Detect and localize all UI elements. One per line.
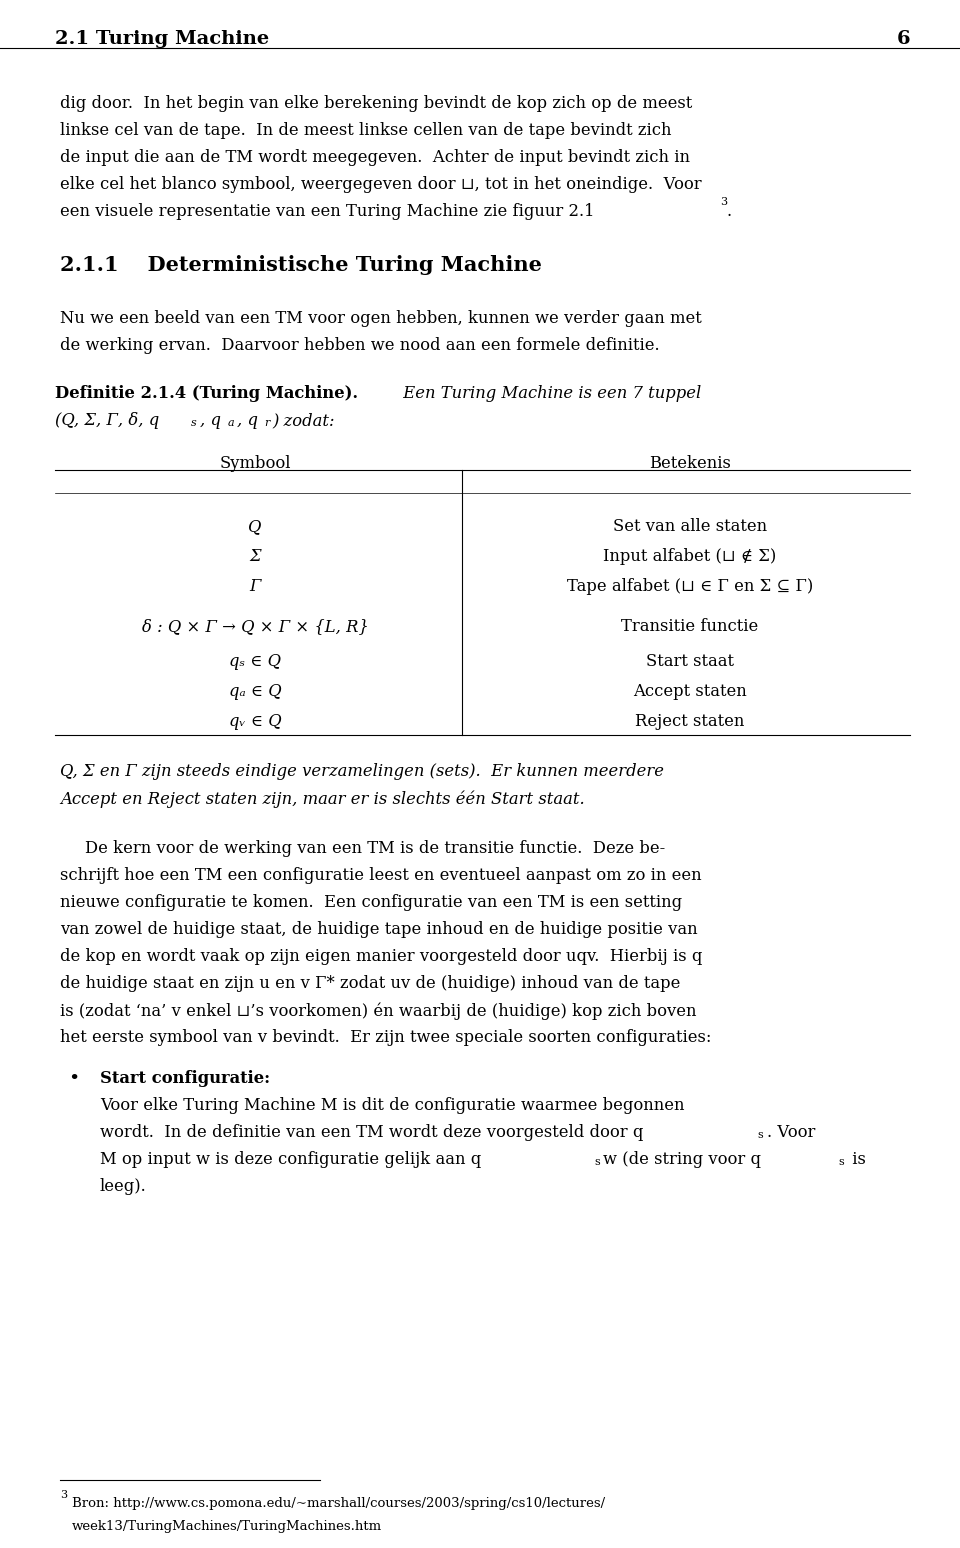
Text: 6: 6: [897, 29, 910, 48]
Text: is: is: [847, 1152, 866, 1169]
Text: s: s: [757, 1130, 763, 1139]
Text: leeg).: leeg).: [100, 1178, 147, 1195]
Text: qᵥ ∈ Q: qᵥ ∈ Q: [228, 714, 281, 731]
Text: w (de string voor q: w (de string voor q: [603, 1152, 761, 1169]
Text: .: .: [727, 203, 732, 220]
Text: 2.1 Turing Machine: 2.1 Turing Machine: [55, 29, 269, 48]
Text: qₛ ∈ Q: qₛ ∈ Q: [229, 653, 281, 670]
Text: de huidige staat en zijn u en v Γ* zodat uv de (huidige) inhoud van de tape: de huidige staat en zijn u en v Γ* zodat…: [60, 975, 681, 992]
Text: , q: , q: [200, 412, 221, 429]
Text: dig door.  In het begin van elke berekening bevindt de kop zich op de meest: dig door. In het begin van elke berekeni…: [60, 94, 692, 111]
Text: Accept staten: Accept staten: [634, 683, 747, 700]
Text: de werking ervan.  Daarvoor hebben we nood aan een formele definitie.: de werking ervan. Daarvoor hebben we noo…: [60, 337, 660, 354]
Text: Tape alfabet (⊔ ∈ Γ en Σ ⊆ Γ): Tape alfabet (⊔ ∈ Γ en Σ ⊆ Γ): [566, 577, 813, 594]
Text: De kern voor de werking van een TM is de transitie functie.  Deze be-: De kern voor de werking van een TM is de…: [85, 841, 665, 858]
Text: s: s: [191, 418, 197, 427]
Text: Σ: Σ: [250, 548, 261, 565]
Text: Start configuratie:: Start configuratie:: [100, 1070, 270, 1087]
Text: Input alfabet (⊔ ∉ Σ): Input alfabet (⊔ ∉ Σ): [604, 548, 777, 565]
Text: de input die aan de TM wordt meegegeven.  Achter de input bevindt zich in: de input die aan de TM wordt meegegeven.…: [60, 149, 690, 166]
Text: Bron: http://www.cs.pomona.edu/~marshall/courses/2003/spring/cs10/lectures/: Bron: http://www.cs.pomona.edu/~marshall…: [72, 1497, 605, 1509]
Text: Transitie functie: Transitie functie: [621, 618, 758, 635]
Text: de kop en wordt vaak op zijn eigen manier voorgesteld door uqv.  Hierbij is q: de kop en wordt vaak op zijn eigen manie…: [60, 947, 703, 964]
Text: Γ: Γ: [250, 577, 261, 594]
Text: M op input w is deze configuratie gelijk aan q: M op input w is deze configuratie gelijk…: [100, 1152, 481, 1169]
Text: s: s: [594, 1156, 600, 1167]
Text: , q: , q: [237, 412, 258, 429]
Text: een visuele representatie van een Turing Machine zie figuur 2.1: een visuele representatie van een Turing…: [60, 203, 594, 220]
Text: a: a: [228, 418, 234, 427]
Text: wordt.  In de definitie van een TM wordt deze voorgesteld door q: wordt. In de definitie van een TM wordt …: [100, 1124, 643, 1141]
Text: (Q, Σ, Γ, δ, q: (Q, Σ, Γ, δ, q: [55, 412, 159, 429]
Text: week13/TuringMachines/TuringMachines.htm: week13/TuringMachines/TuringMachines.htm: [72, 1520, 382, 1533]
Text: is (zodat ‘na’ v enkel ⊔’s voorkomen) én waarbij de (huidige) kop zich boven: is (zodat ‘na’ v enkel ⊔’s voorkomen) én…: [60, 1002, 697, 1020]
Text: schrijft hoe een TM een configuratie leest en eventueel aanpast om zo in een: schrijft hoe een TM een configuratie lee…: [60, 867, 702, 884]
Text: Nu we een beeld van een TM voor ogen hebben, kunnen we verder gaan met: Nu we een beeld van een TM voor ogen heb…: [60, 310, 702, 327]
Text: elke cel het blanco symbool, weergegeven door ⊔, tot in het oneindige.  Voor: elke cel het blanco symbool, weergegeven…: [60, 176, 702, 194]
Text: Start staat: Start staat: [646, 653, 734, 670]
Text: Een Turing Machine is een 7 tuppel: Een Turing Machine is een 7 tuppel: [398, 385, 701, 402]
Text: Betekenis: Betekenis: [649, 455, 731, 472]
Text: r: r: [264, 418, 270, 427]
Text: Set van alle staten: Set van alle staten: [612, 519, 767, 536]
Text: Q: Q: [249, 519, 262, 536]
Text: het eerste symbool van v bevindt.  Er zijn twee speciale soorten configuraties:: het eerste symbool van v bevindt. Er zij…: [60, 1029, 711, 1046]
Text: s: s: [838, 1156, 844, 1167]
Text: Accept en Reject staten zijn, maar er is slechts één Start staat.: Accept en Reject staten zijn, maar er is…: [60, 789, 585, 808]
Text: δ : Q × Γ → Q × Γ × {L, R}: δ : Q × Γ → Q × Γ × {L, R}: [141, 618, 369, 635]
Text: Definitie 2.1.4 (Turing Machine).: Definitie 2.1.4 (Turing Machine).: [55, 385, 358, 402]
Text: Symbool: Symbool: [219, 455, 291, 472]
Text: 3: 3: [720, 197, 727, 207]
Text: •: •: [68, 1070, 80, 1088]
Text: Q, Σ en Γ zijn steeds eindige verzamelingen (sets).  Er kunnen meerdere: Q, Σ en Γ zijn steeds eindige verzamelin…: [60, 763, 664, 780]
Text: . Voor: . Voor: [767, 1124, 815, 1141]
Text: 3: 3: [60, 1491, 67, 1500]
Text: Reject staten: Reject staten: [636, 714, 745, 731]
Text: Voor elke Turing Machine M is dit de configuratie waarmee begonnen: Voor elke Turing Machine M is dit de con…: [100, 1098, 684, 1115]
Text: ) zodat:: ) zodat:: [272, 412, 334, 429]
Text: linkse cel van de tape.  In de meest linkse cellen van de tape bevindt zich: linkse cel van de tape. In de meest link…: [60, 122, 671, 139]
Text: 2.1.1    Deterministische Turing Machine: 2.1.1 Deterministische Turing Machine: [60, 255, 541, 276]
Text: van zowel de huidige staat, de huidige tape inhoud en de huidige positie van: van zowel de huidige staat, de huidige t…: [60, 921, 698, 938]
Text: nieuwe configuratie te komen.  Een configuratie van een TM is een setting: nieuwe configuratie te komen. Een config…: [60, 895, 683, 912]
Text: qₐ ∈ Q: qₐ ∈ Q: [228, 683, 281, 700]
